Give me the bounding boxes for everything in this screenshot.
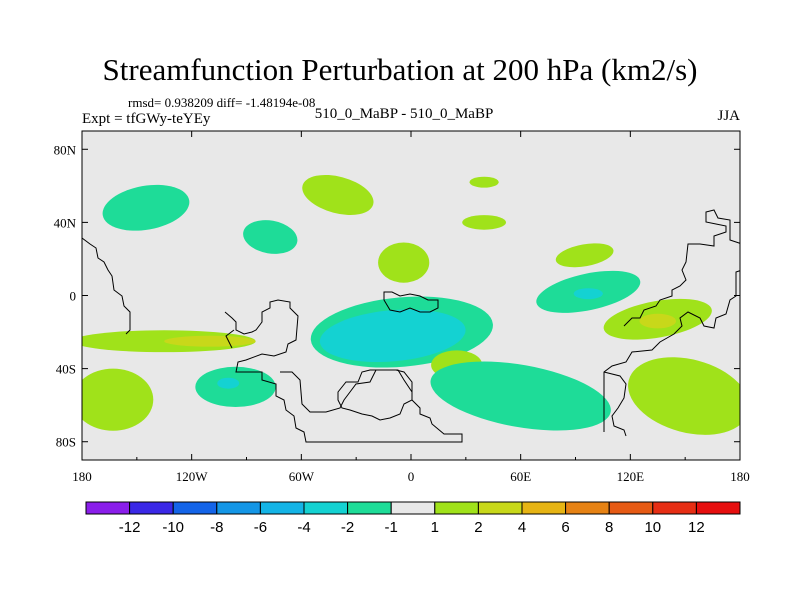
- contour-region-2: [302, 174, 374, 216]
- colorbar-box-7: [390, 501, 436, 515]
- colorbar-box-4: [259, 501, 305, 515]
- colorbar-label-9: 4: [518, 519, 526, 536]
- colorbar-label-10: 6: [561, 519, 569, 536]
- y-tick-label-1: 40N: [54, 215, 77, 230]
- colorbar-label-3: -6: [254, 519, 267, 536]
- contour-region-9: [573, 288, 603, 300]
- x-tick-label-6: 180: [730, 469, 750, 484]
- chart-title: Streamfunction Perturbation at 200 hPa (…: [102, 52, 698, 87]
- colorbar-label-12: 10: [644, 519, 661, 536]
- contour-region-0: [102, 184, 190, 231]
- y-tick-label-2: 0: [70, 289, 77, 304]
- experiment-label: Expt = tfGWy-teYEy: [82, 111, 211, 127]
- colorbar-box-5: [303, 501, 349, 515]
- stats-line: rmsd= 0.938209 diff= -1.48194e-08: [128, 95, 316, 110]
- colorbar-label-13: 12: [688, 519, 705, 536]
- y-tick-label-0: 80N: [54, 142, 77, 157]
- colorbar-box-3: [216, 501, 261, 515]
- colorbar-label-8: 2: [474, 519, 482, 536]
- x-tick-label-3: 0: [408, 469, 415, 484]
- coastline-outlines: [82, 209, 740, 443]
- coastline-africa: [337, 369, 413, 421]
- colorbar-box-9: [477, 501, 523, 515]
- colorbar-box-10: [521, 501, 567, 515]
- x-tick-label-5: 120E: [617, 469, 645, 484]
- coastline-west-pacific: [82, 237, 131, 335]
- colorbar-box-12: [608, 501, 654, 515]
- coastline-america-west: [225, 329, 235, 349]
- colorbar-label-5: -2: [341, 519, 354, 536]
- colorbar-box-6: [347, 501, 392, 515]
- plot-background: [82, 131, 740, 460]
- colorbar-label-4: -4: [297, 519, 310, 536]
- colorbar: -12 -10 -8 -6 -4 -2 -1 1 2 4 6 8 10 12: [85, 501, 741, 536]
- contour-region-13: [164, 335, 256, 347]
- colorbar-box-13: [652, 501, 697, 515]
- contour-region-7: [555, 243, 614, 268]
- contour-region-4: [462, 215, 507, 230]
- colorbar-box-2: [172, 501, 218, 515]
- colorbar-label-7: 1: [431, 519, 439, 536]
- y-tick-label-3: 40S: [56, 362, 76, 377]
- contour-region-19: [430, 361, 611, 431]
- colorbar-label-0: -12: [119, 519, 141, 536]
- y-axis: 80N 40N 0 40S 80S: [54, 142, 740, 450]
- x-axis: 180 120W 60W 0 60E 120E 180: [72, 131, 750, 484]
- coastline-australia: [603, 209, 740, 432]
- colorbar-box-0: [85, 501, 131, 515]
- colorbar-label-1: -10: [162, 519, 184, 536]
- contour-region-3: [469, 176, 499, 188]
- colorbar-box-14: [695, 501, 741, 515]
- contour-region-11: [639, 313, 677, 329]
- contour-region-20: [82, 368, 154, 431]
- colorbar-box-8: [434, 501, 479, 515]
- coastline-australia-south: [603, 371, 627, 437]
- contour-region-21: [628, 357, 740, 435]
- colorbar-label-2: -8: [210, 519, 223, 536]
- coastline-south-america: [224, 299, 463, 443]
- comparison-label: 510_0_MaBP - 510_0_MaBP: [314, 106, 494, 122]
- colorbar-label-6: -1: [385, 519, 398, 536]
- contour-regions: [82, 174, 740, 435]
- colorbar-box-11: [565, 501, 610, 515]
- x-tick-label-0: 180: [72, 469, 92, 484]
- contour-region-18: [217, 377, 240, 389]
- contour-region-5: [243, 220, 298, 254]
- season-label: JJA: [717, 108, 740, 124]
- x-tick-label-1: 120W: [176, 469, 209, 484]
- contour-region-6: [378, 242, 430, 283]
- colorbar-label-11: 8: [605, 519, 613, 536]
- y-tick-label-4: 80S: [56, 435, 76, 450]
- contour-region-15: [319, 309, 466, 362]
- coastline-central: [383, 291, 439, 313]
- x-tick-label-2: 60W: [289, 469, 315, 484]
- x-tick-label-4: 60E: [510, 469, 531, 484]
- colorbar-box-1: [129, 501, 174, 515]
